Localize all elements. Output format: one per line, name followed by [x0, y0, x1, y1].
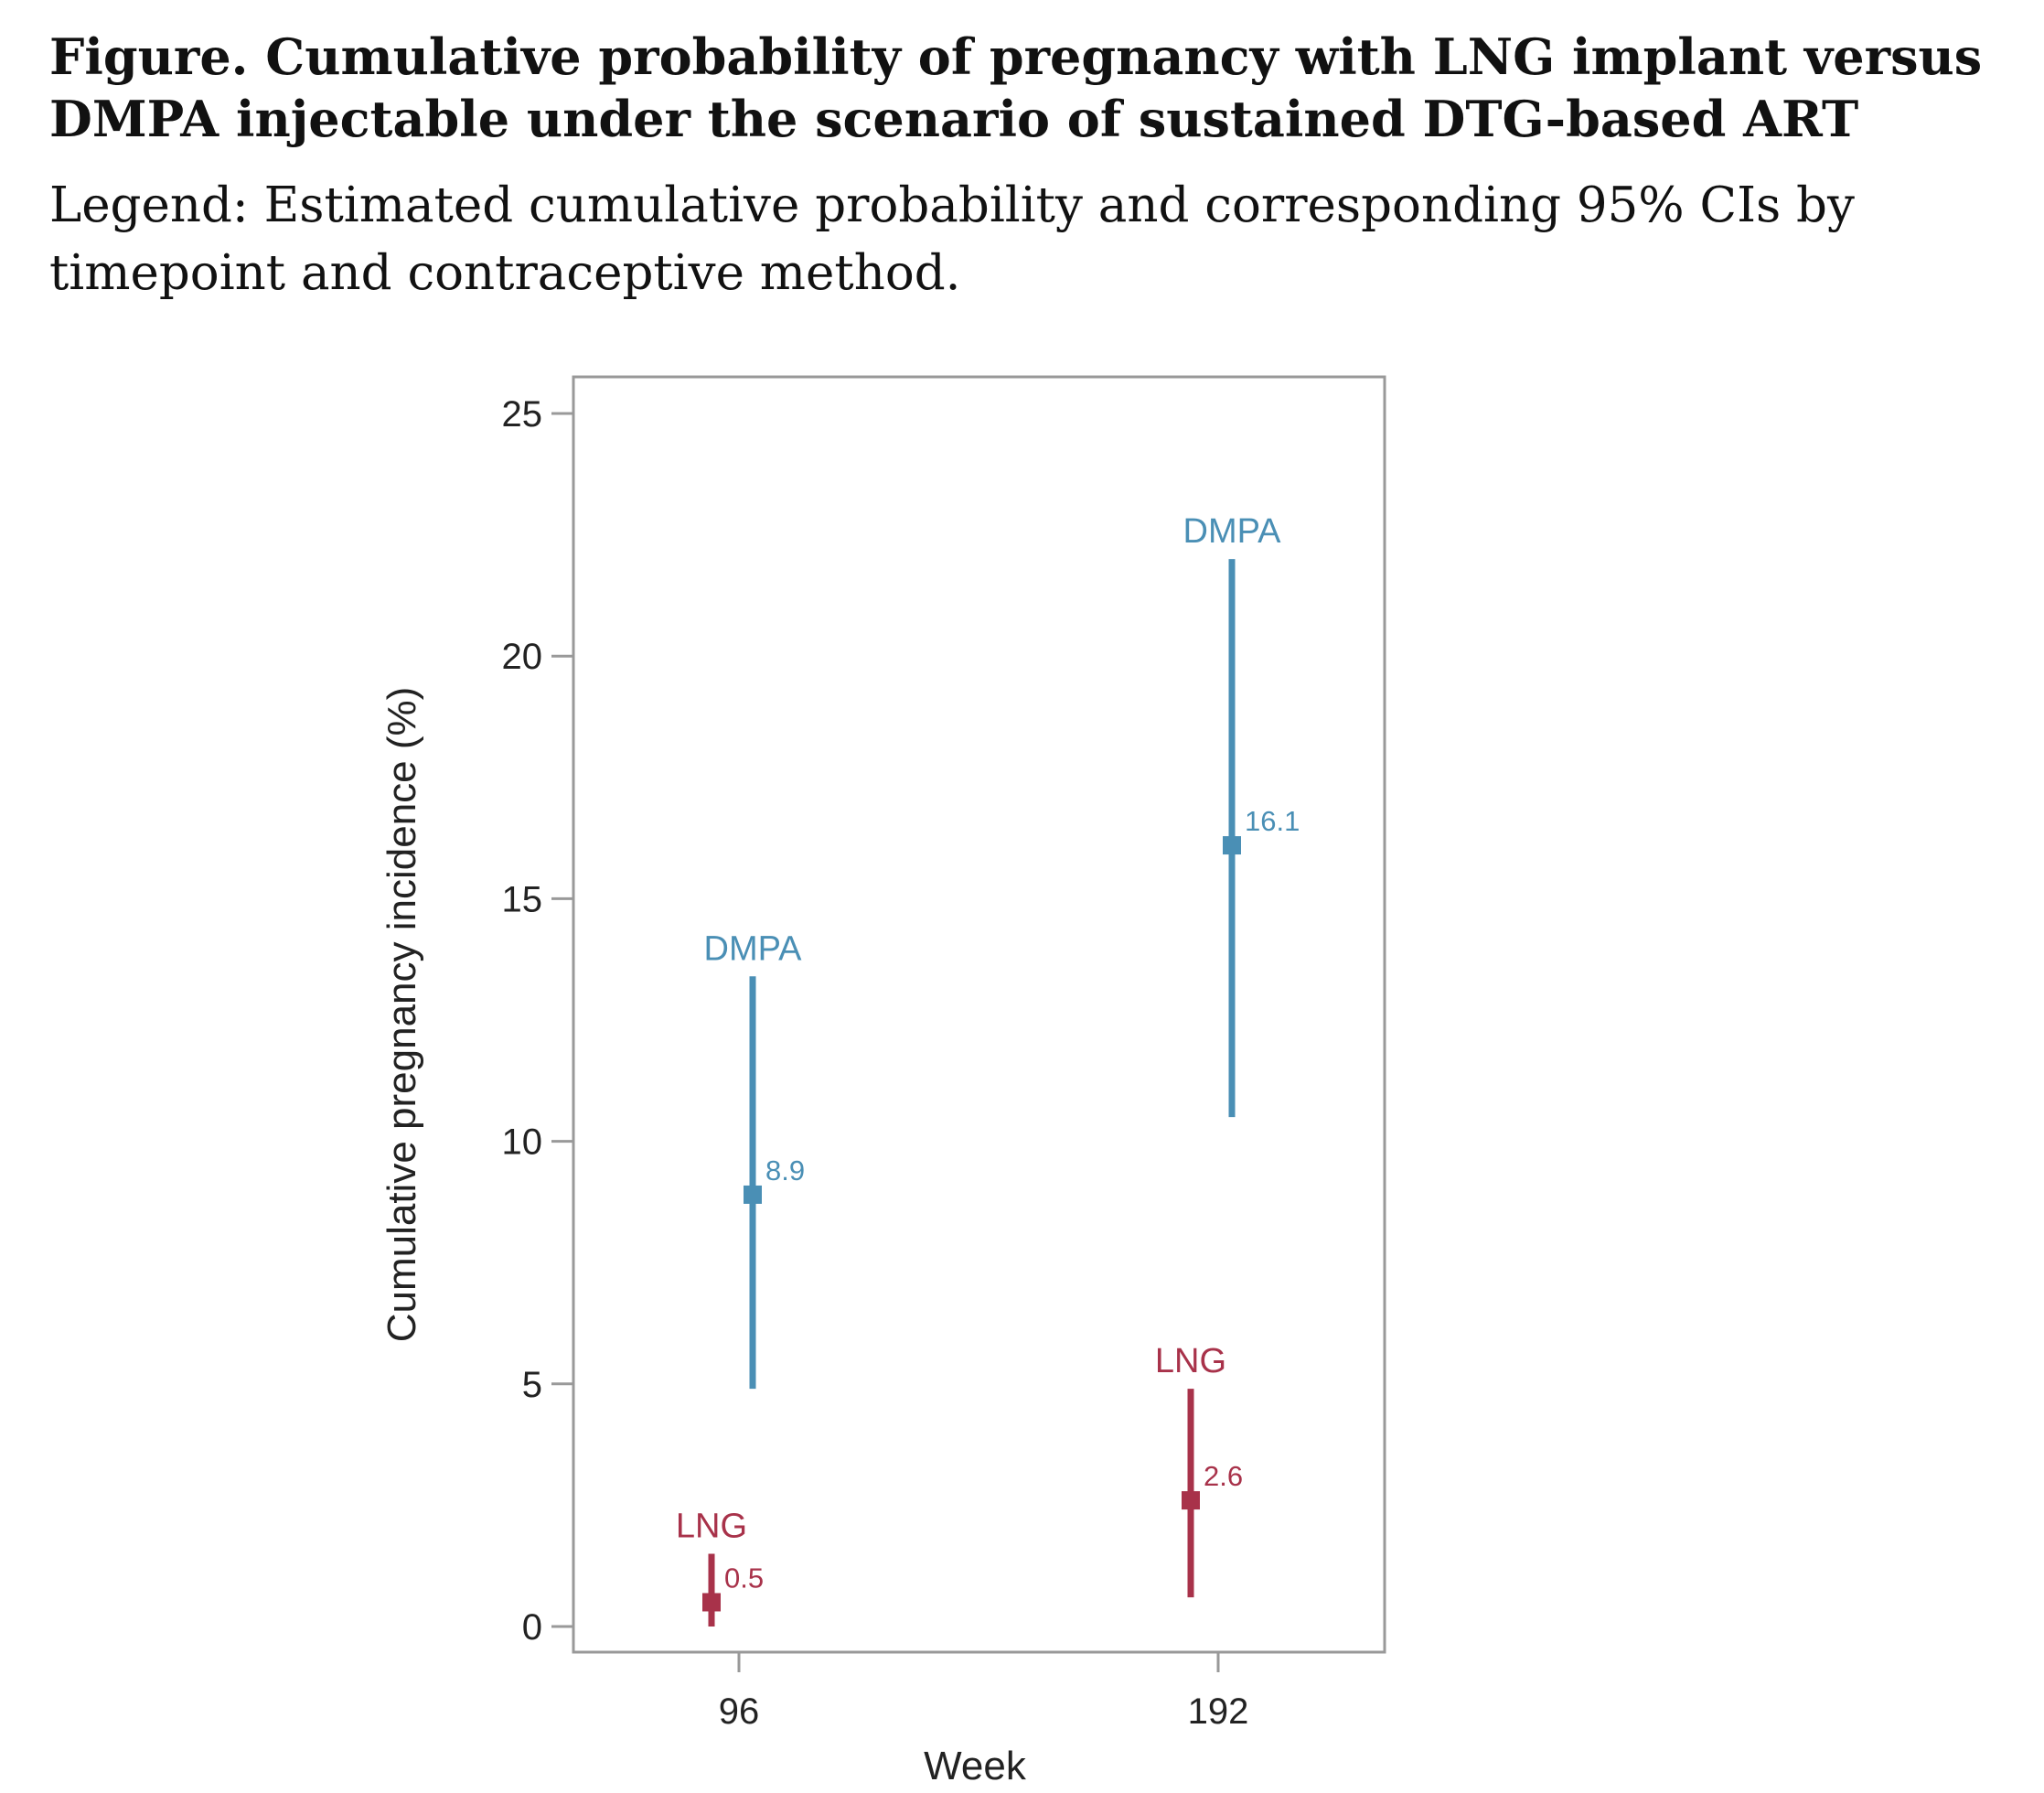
- x-axis: 96 192: [719, 1652, 1249, 1732]
- x-tick-label: 192: [1188, 1691, 1249, 1732]
- lng-value-label: 2.6: [1204, 1460, 1243, 1492]
- lng-method-label: LNG: [676, 1507, 747, 1545]
- figure-legend: Legend: Estimated cumulative probability…: [49, 177, 1855, 301]
- lng-value-label: 0.5: [724, 1562, 764, 1594]
- lng-point: [1182, 1491, 1200, 1510]
- y-tick-label: 15: [502, 879, 543, 919]
- y-tick-label: 10: [502, 1122, 543, 1163]
- y-axis: 0 5 10 15 20 25: [502, 394, 573, 1648]
- lng-method-label: LNG: [1155, 1342, 1226, 1380]
- x-tick-label: 96: [719, 1691, 760, 1732]
- lng-point: [702, 1593, 721, 1612]
- x-axis-title: Week: [924, 1744, 1027, 1788]
- dmpa-method-label: DMPA: [704, 929, 803, 968]
- data-marks: 8.9 DMPA 16.1 DMPA 0.5 LNG 2.6 LNG: [676, 512, 1300, 1627]
- y-tick-label: 20: [502, 637, 543, 677]
- y-axis-title: Cumulative pregnancy incidence (%): [380, 687, 424, 1343]
- dmpa-method-label: DMPA: [1183, 512, 1282, 551]
- dmpa-point: [744, 1185, 762, 1204]
- figure-title: Figure. Cumulative probability of pregna…: [49, 27, 1983, 148]
- dmpa-point: [1223, 836, 1241, 855]
- dmpa-value-label: 8.9: [765, 1154, 805, 1186]
- plot-frame: [572, 375, 1386, 1654]
- y-tick-label: 0: [522, 1607, 542, 1648]
- dmpa-value-label: 16.1: [1245, 805, 1300, 837]
- y-tick-label: 5: [522, 1365, 542, 1405]
- y-tick-label: 25: [502, 394, 543, 435]
- figure-caption: Figure. Cumulative probability of pregna…: [49, 26, 2016, 307]
